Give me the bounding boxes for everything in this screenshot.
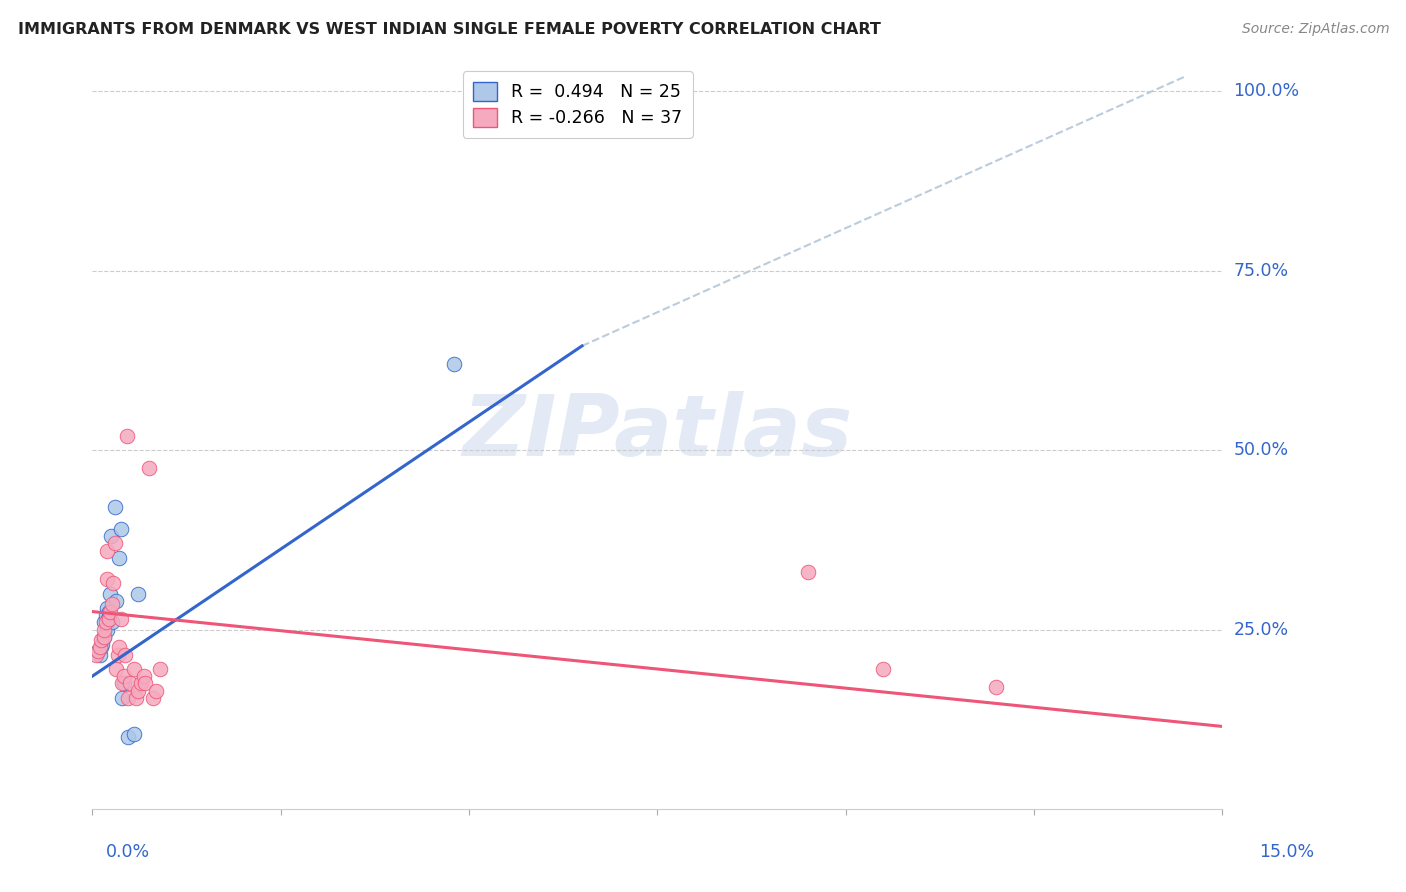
Point bbox=[94, 608, 117, 623]
Text: IMMIGRANTS FROM DENMARK VS WEST INDIAN SINGLE FEMALE POVERTY CORRELATION CHART: IMMIGRANTS FROM DENMARK VS WEST INDIAN S… bbox=[18, 22, 882, 37]
Text: 75.0%: 75.0% bbox=[1233, 261, 1289, 279]
Point bbox=[104, 500, 127, 515]
Point bbox=[94, 615, 117, 630]
Point bbox=[114, 648, 136, 662]
Point bbox=[103, 575, 125, 590]
Point bbox=[443, 357, 465, 371]
Point bbox=[125, 690, 148, 705]
Text: 15.0%: 15.0% bbox=[1260, 843, 1315, 861]
Point bbox=[111, 676, 134, 690]
Point bbox=[101, 615, 124, 630]
Text: ZIPatlas: ZIPatlas bbox=[463, 391, 852, 474]
Point bbox=[110, 522, 132, 536]
Point bbox=[138, 461, 160, 475]
Point bbox=[134, 676, 156, 690]
Point bbox=[100, 605, 122, 619]
Point bbox=[97, 612, 120, 626]
Point bbox=[112, 669, 135, 683]
Point bbox=[100, 529, 122, 543]
Point bbox=[98, 586, 121, 600]
Point bbox=[101, 598, 124, 612]
Point bbox=[89, 648, 111, 662]
Point bbox=[96, 623, 118, 637]
Point bbox=[90, 633, 112, 648]
Point bbox=[132, 669, 155, 683]
Point bbox=[145, 683, 167, 698]
Point bbox=[91, 637, 114, 651]
Point bbox=[127, 586, 149, 600]
Text: 25.0%: 25.0% bbox=[1233, 621, 1289, 639]
Text: 50.0%: 50.0% bbox=[1233, 441, 1289, 459]
Point bbox=[84, 648, 107, 662]
Point bbox=[90, 640, 112, 655]
Point bbox=[96, 543, 118, 558]
Point bbox=[110, 612, 132, 626]
Point bbox=[129, 676, 152, 690]
Point bbox=[97, 605, 120, 619]
Point bbox=[571, 112, 593, 127]
Point bbox=[986, 680, 1008, 694]
Point bbox=[97, 612, 120, 626]
Point bbox=[112, 676, 135, 690]
Point bbox=[93, 623, 115, 637]
Point bbox=[142, 690, 165, 705]
Point bbox=[93, 630, 115, 644]
Text: Source: ZipAtlas.com: Source: ZipAtlas.com bbox=[1241, 22, 1389, 37]
Point bbox=[104, 536, 127, 550]
Point bbox=[117, 690, 139, 705]
Point bbox=[105, 662, 128, 676]
Legend: R =  0.494   N = 25, R = -0.266   N = 37: R = 0.494 N = 25, R = -0.266 N = 37 bbox=[463, 71, 693, 137]
Point bbox=[115, 428, 138, 442]
Point bbox=[117, 730, 139, 744]
Point bbox=[149, 662, 172, 676]
Point bbox=[122, 726, 145, 740]
Point bbox=[87, 644, 110, 658]
Point bbox=[797, 565, 820, 579]
Point bbox=[96, 572, 118, 586]
Point bbox=[87, 644, 110, 658]
Point bbox=[118, 676, 141, 690]
Point bbox=[105, 594, 128, 608]
Point bbox=[872, 662, 894, 676]
Point bbox=[96, 601, 118, 615]
Text: 100.0%: 100.0% bbox=[1233, 82, 1299, 100]
Point bbox=[89, 640, 111, 655]
Text: 0.0%: 0.0% bbox=[105, 843, 149, 861]
Point bbox=[122, 662, 145, 676]
Point bbox=[127, 683, 149, 698]
Point bbox=[93, 630, 115, 644]
Point bbox=[93, 615, 115, 630]
Point bbox=[108, 640, 131, 655]
Point bbox=[107, 648, 129, 662]
Point bbox=[107, 550, 129, 565]
Point bbox=[111, 690, 134, 705]
